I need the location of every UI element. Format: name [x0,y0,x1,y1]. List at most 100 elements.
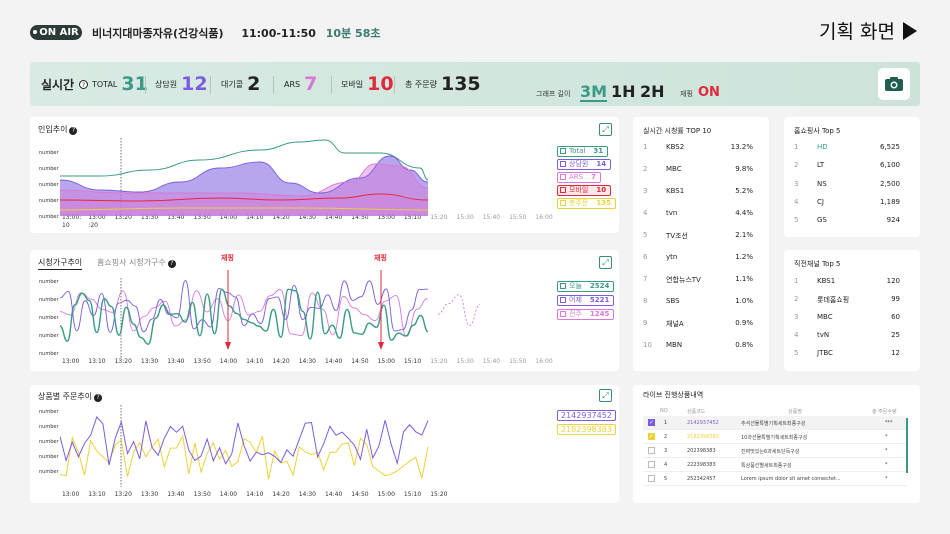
order-qty: * [885,462,888,468]
legend-item[interactable]: 총주문 135 [557,198,616,209]
series-line [437,294,480,327]
item-value: 2.1% [735,231,753,239]
item-value: 1.0% [735,297,753,305]
item-name: SBS [666,297,680,305]
rank: 8 [643,297,648,305]
item-value: 120 [886,277,900,285]
camera-button[interactable] [878,68,910,100]
legend-value: 5221 [589,296,610,304]
program-name: 비너지대마종자유(건강식품) [92,27,224,40]
x-axis-label: 14:50 [351,491,369,498]
expand-icon[interactable]: ⤢ [599,123,612,136]
legend-value: 2524 [589,282,610,290]
viewers-chart [60,270,480,358]
x-axis-label: 14:00 [219,491,238,498]
item-value: 0.9% [735,319,753,327]
legend-item[interactable]: Total 31 [557,146,609,157]
x-axis-label: 13:20 [114,491,132,498]
plan-screen-button[interactable]: 기획 화면 [819,17,917,44]
divider [331,76,332,94]
x-axis-label: 14:50 [351,214,369,221]
checkbox-icon [560,187,566,193]
order-qty: * [885,448,888,454]
legend-item[interactable]: 전주 1245 [557,309,615,320]
x-axis-label: 13:00 :20 [88,214,106,229]
x-axis-label: 13:10 [88,491,106,498]
item-value: 1.2% [735,253,753,261]
legend-label: 모바일 [569,186,589,194]
table-row[interactable]: 3 202398383 진짜맛있는6과세트단독구성 * [643,444,907,458]
rank: 2 [643,165,648,173]
y-axis-label: number [39,454,59,460]
tab-homeshop-viewers[interactable]: 홈쇼핑사 시청가구수? [97,257,176,268]
top10-list: 1 KBS2 13.2% 2 MBC 9.8% 3 KBS1 5.2% 4 tvn 4.4% 5 TV조선… [643,143,753,353]
legend-item[interactable]: 상담원 14 [557,159,612,170]
legend-item[interactable]: 2182398383 [557,424,616,435]
expand-icon[interactable]: ⤢ [599,256,612,269]
table-row[interactable]: ✓ 2 2182398383 10과선물특별기획세트최종구성 * [643,430,907,444]
checkbox-icon [560,161,566,167]
legend-item[interactable]: 어제 5221 [557,295,615,306]
program-info: 비너지대마종자유(건강식품) 11:00-11:50 10분 58초 [92,25,380,41]
program-time: 11:00-11:50 [241,27,316,40]
stat-mobile: 모바일 10 [341,73,394,95]
table-row[interactable]: ✓ 1 2142937452 추석선물특별기획세트최종구성 *** [643,416,907,430]
legend-item[interactable]: 오늘 2524 [557,281,615,292]
legend-item[interactable]: ARS 7 [557,172,601,183]
order-qty: *** [885,420,893,426]
top10-title: 실시간 시청률 TOP 10 [643,127,712,135]
product-name: 진짜맛있는6과세트단독구성 [741,449,800,455]
item-name: 연합뉴스TV [666,276,701,284]
row-checkbox[interactable]: ✓ [648,419,655,426]
divider [273,76,274,94]
x-axis-label: 13:00 [62,358,80,365]
rank: 1 [794,277,799,285]
graph-length-2h[interactable]: 2H [640,82,665,101]
rank: 10 [643,341,652,349]
rank: 7 [643,275,648,283]
x-axis-label: 13:30 [140,491,159,498]
row-checkbox[interactable] [648,475,655,482]
table-row[interactable]: 5 252342457 Lorem ipsum dolor sit amet con… [643,472,907,486]
series-line [60,163,429,197]
prevch-list: 1 KBS1 120 2 롯데홈쇼핑 99 3 MBC 60 4 tvN 25 5 JTBC 12 [794,277,900,367]
item-value: 5.2% [735,187,753,195]
rank: 1 [643,143,648,151]
x-axis-label: 15:10 [403,491,422,498]
item-name: CJ [817,197,824,206]
rank: 2 [794,295,799,303]
table-row[interactable]: 4 222398383 특상품선별세트최종구성 * [643,458,907,472]
series-line [60,193,429,202]
item-name: KBS2 [666,143,685,151]
graph-length-3m[interactable]: 3M [580,82,608,102]
row-checkbox[interactable] [648,461,655,468]
tab-viewers[interactable]: 시청가구추이 [38,257,83,270]
row-checkbox[interactable] [648,447,655,454]
expand-icon[interactable]: ⤢ [599,389,612,402]
checkbox-icon [560,283,566,289]
series-line [60,434,429,480]
x-axis-label: 15:40 [482,358,501,365]
live-dot-icon [33,30,38,34]
row-checkbox[interactable]: ✓ [648,433,655,440]
scrollbar[interactable] [906,418,908,473]
column-header: 상품명 [788,409,802,415]
row-no: 4 [664,462,668,468]
legend-item[interactable]: 2142937452 [557,410,616,421]
legend-value: 1245 [589,310,610,318]
graph-length-1h[interactable]: 1H [611,82,636,101]
y-axis-label: number [39,182,59,188]
help-icon[interactable]: ? [79,79,89,89]
help-icon[interactable]: ? [69,127,78,135]
help-icon[interactable]: ? [94,394,103,402]
prevch-title: 직전채널 Top 5 [794,260,841,268]
rank: 4 [794,197,799,206]
item-name: LT [817,161,825,170]
x-axis-label: 14:00 [219,358,238,365]
help-icon[interactable]: ? [167,260,176,268]
rebroadcast-toggle[interactable]: ON [698,85,720,100]
item-value: 9.8% [735,165,753,173]
legend-item[interactable]: 모바일 10 [557,185,612,196]
arrow-down-icon [225,342,231,350]
legend-label: ARS [569,173,584,181]
